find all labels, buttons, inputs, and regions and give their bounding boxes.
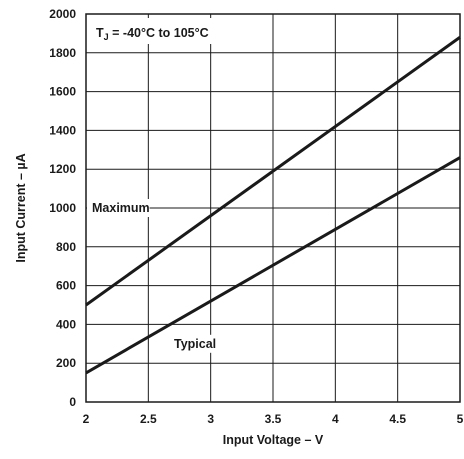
- temperature-annotation: TJ = -40°C to 105°C: [96, 26, 209, 42]
- series-label-maximum: Maximum: [92, 201, 150, 215]
- y-tick-label: 800: [56, 240, 76, 254]
- y-tick-label: 600: [56, 279, 76, 293]
- y-tick-label: 1000: [49, 201, 76, 215]
- x-tick-label: 2: [83, 412, 90, 426]
- series-layer: [85, 36, 461, 375]
- y-axis-title: Input Current – µA: [14, 153, 28, 262]
- series-label-layer: Maximum Typical: [87, 199, 232, 353]
- y-tick-label: 1600: [49, 85, 76, 99]
- series-line-typical: [85, 156, 461, 375]
- y-tick-labels: 0 200 400 600 800 1000 1200 1400 1600 1800 2000: [49, 7, 76, 409]
- y-tick-label: 2000: [49, 7, 76, 21]
- x-tick-label: 4: [332, 412, 339, 426]
- annotation-background: [88, 18, 254, 44]
- series-label-background: [169, 334, 232, 353]
- series-label-typical: Typical: [174, 337, 216, 351]
- x-tick-label: 3.5: [265, 412, 282, 426]
- y-tick-label: 400: [56, 317, 76, 331]
- x-tick-labels: 2 2.5 3 3.5 4 4.5 5: [83, 412, 464, 426]
- x-tick-label: 4.5: [389, 412, 406, 426]
- annotation-base: T: [96, 26, 104, 40]
- annotation-subscript: J: [104, 32, 109, 42]
- y-tick-label: 200: [56, 356, 76, 370]
- x-tick-label: 2.5: [140, 412, 157, 426]
- y-tick-label: 1400: [49, 123, 76, 137]
- x-tick-label: 5: [457, 412, 464, 426]
- plot-frame: [85, 13, 461, 403]
- y-tick-label: 0: [69, 395, 76, 409]
- x-tick-label: 3: [207, 412, 214, 426]
- x-axis-title: Input Voltage – V: [223, 433, 324, 447]
- y-tick-label: 1800: [49, 46, 76, 60]
- series-line-maximum: [85, 36, 461, 307]
- annotation-text: = -40°C to 105°C: [109, 26, 209, 40]
- series-label-background: [87, 199, 150, 217]
- y-tick-label: 1200: [49, 162, 76, 176]
